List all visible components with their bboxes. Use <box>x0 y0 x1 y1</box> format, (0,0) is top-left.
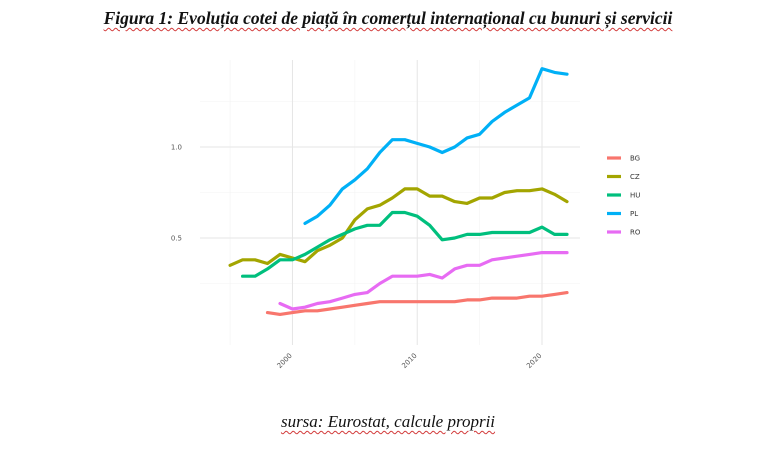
series-line-bg <box>265 291 569 316</box>
series-line-cz <box>228 187 569 267</box>
y-tick-label: 1.0 <box>171 144 182 152</box>
source-note: sursa: Eurostat, calcule proprii <box>280 412 496 431</box>
series-lines <box>228 67 569 316</box>
x-tick-label: 2000 <box>276 352 294 370</box>
legend-label-bg: BG <box>630 155 640 163</box>
figure-title: Figura 1: Evoluția cotei de piață în com… <box>103 8 673 28</box>
x-tick-label: 2020 <box>525 352 543 370</box>
legend-label-cz: CZ <box>630 173 640 181</box>
legend: BG CZ HU PL RO <box>607 155 641 237</box>
series-line-hu <box>241 210 569 278</box>
y-tick-label: 0.5 <box>171 235 182 243</box>
x-tick-label: 2010 <box>400 352 418 370</box>
legend-label-pl: PL <box>630 210 638 218</box>
legend-label-hu: HU <box>630 192 640 200</box>
legend-label-ro: RO <box>630 229 641 237</box>
series-line-pl <box>303 67 569 225</box>
series-line-ro <box>278 251 569 311</box>
